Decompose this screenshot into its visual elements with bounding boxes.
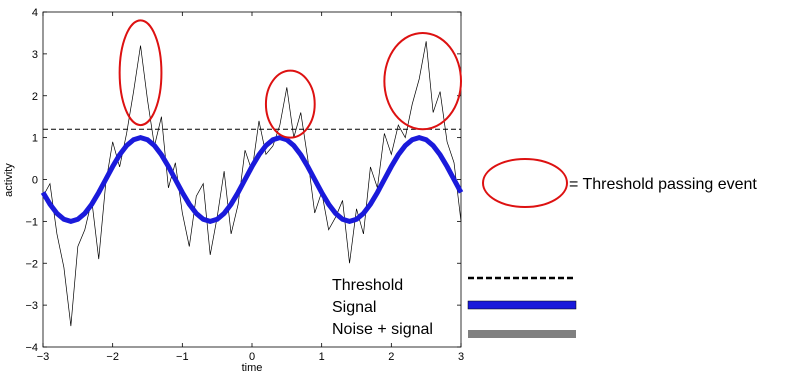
x-tick-label: 2 xyxy=(388,351,394,363)
legend-entry-signal: Signal xyxy=(332,299,376,316)
y-tick-label: 3 xyxy=(32,49,38,61)
x-tick-label: −2 xyxy=(106,351,119,363)
y-axis-label: activity xyxy=(3,163,15,197)
callout-label: = Threshold passing event xyxy=(569,176,757,193)
y-tick-labels: −4 −3 −2 −1 0 1 2 3 4 xyxy=(25,7,38,354)
y-tick-label: −4 xyxy=(25,342,38,354)
event-callout: = Threshold passing event xyxy=(483,159,757,207)
legend-swatch-noise-signal xyxy=(468,330,576,338)
y-tick-label: −2 xyxy=(25,258,38,270)
y-tick-label: 1 xyxy=(32,133,38,145)
legend-entry-noise-signal: Noise + signal xyxy=(332,321,433,338)
y-tick-label: 0 xyxy=(32,175,38,187)
x-tick-label: −1 xyxy=(176,351,189,363)
x-tick-label: 1 xyxy=(319,351,325,363)
y-tick-label: −1 xyxy=(25,216,38,228)
y-tick-label: −3 xyxy=(25,300,38,312)
callout-event-ellipse xyxy=(483,159,567,207)
y-tick-label: 4 xyxy=(32,7,38,19)
legend-entry-threshold: Threshold xyxy=(332,277,403,294)
x-tick-label: 3 xyxy=(458,351,464,363)
x-axis-label: time xyxy=(242,362,263,373)
plot-area: −3 −2 −1 0 1 2 3 −4 −3 −2 −1 0 1 2 3 4 xyxy=(25,7,464,363)
legend-swatch-signal xyxy=(468,301,576,309)
x-tick-label: −3 xyxy=(37,351,50,363)
y-tick-label: 2 xyxy=(32,91,38,103)
